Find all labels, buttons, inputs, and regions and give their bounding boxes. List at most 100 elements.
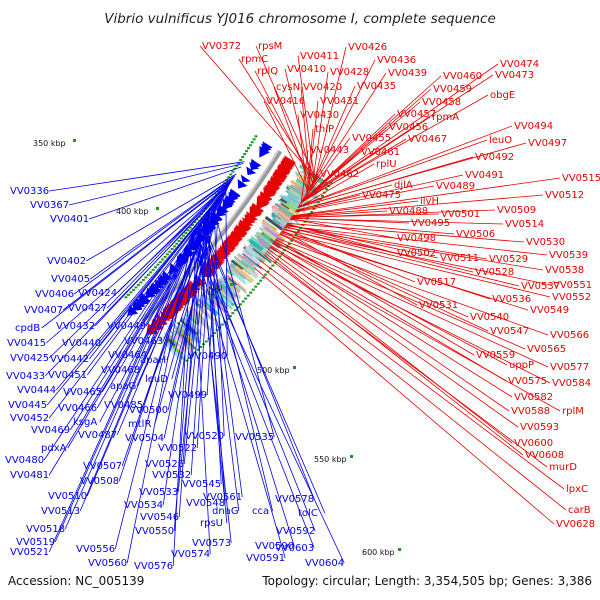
minor-tick-mark (261, 276, 265, 279)
minor-tick-mark (245, 150, 249, 153)
forward-leader-line (281, 230, 418, 306)
minor-tick-mark (320, 194, 324, 197)
forward-leader-line (273, 241, 549, 368)
reverse-gene-label: VV0603 (275, 543, 314, 554)
forward-gene-label: VV0491 (465, 170, 504, 181)
reverse-gene-label: VV0464 (108, 350, 147, 361)
minor-tick-mark (186, 229, 190, 232)
minor-tick-mark (296, 230, 300, 233)
minor-tick-mark (129, 291, 133, 294)
feature-block (236, 254, 243, 260)
forward-gene-label: VV0443 (310, 145, 349, 156)
minor-tick-mark (131, 288, 135, 291)
forward-leader-line (280, 231, 551, 298)
forward-gene-arrow (274, 170, 287, 184)
feature-block (248, 238, 264, 252)
minor-tick-mark (246, 147, 250, 150)
reverse-gene-label: VV0550 (135, 526, 174, 537)
minor-tick-mark (287, 242, 291, 245)
minor-tick-mark (239, 158, 243, 161)
forward-gene-label: cysN (276, 82, 300, 93)
forward-leader-line (295, 184, 393, 211)
reverse-gene-label: VV0442 (50, 354, 89, 365)
feature-block (272, 218, 281, 225)
feature-block (228, 266, 240, 276)
reverse-gene-label: ksgA (73, 417, 97, 428)
forward-leader-line (306, 128, 314, 195)
reverse-gene-label: leuD (145, 374, 168, 385)
feature-block (198, 297, 206, 305)
minor-tick-mark (204, 340, 208, 343)
reverse-gene-label: VV0433 (6, 371, 45, 382)
reverse-gene-arrow (230, 189, 240, 200)
forward-leader-line (302, 116, 431, 202)
reverse-gene-label: VV0535 (235, 432, 274, 443)
reverse-gene-label: VV0449 (107, 321, 146, 332)
forward-gene-label: VV0549 (530, 305, 569, 316)
reverse-gene-label: VV0532 (152, 470, 191, 481)
forward-gene-label: VV0551 (553, 280, 592, 291)
forward-gene-arrow (227, 235, 240, 248)
feature-block (264, 216, 284, 231)
minor-tick-mark (170, 248, 174, 251)
feature-block (272, 206, 293, 223)
minor-tick-mark (266, 270, 270, 273)
feature-block (203, 295, 214, 306)
reverse-leader-line (89, 166, 242, 220)
forward-leader-line (267, 248, 519, 428)
forward-gene-label: VV0600 (514, 438, 553, 449)
reverse-gene-label: pdxA (41, 443, 67, 454)
forward-leader-line (298, 156, 474, 208)
reverse-gene-arrow (246, 166, 257, 176)
forward-leader-line (307, 100, 319, 193)
minor-tick-mark (191, 223, 195, 226)
scale-tick-label: 350 kbp (33, 139, 66, 148)
forward-leader-line (238, 58, 316, 182)
forward-leader-line (311, 59, 376, 188)
minor-tick-mark (254, 135, 258, 138)
reverse-leader-line (54, 225, 198, 543)
forward-gene-label: VV0509 (497, 205, 536, 216)
forward-gene-label: carB (568, 505, 591, 516)
reverse-leader-line (85, 173, 237, 262)
forward-leader-line (283, 227, 416, 283)
feature-block (285, 202, 298, 212)
forward-gene-label: VV0497 (528, 138, 567, 149)
accession-text: Accession: NC_005139 (8, 574, 144, 588)
feature-block (294, 184, 309, 195)
feature-block (295, 179, 308, 190)
forward-leader-line (275, 238, 475, 356)
forward-leader-line (253, 266, 555, 525)
forward-gene-label: VV0431 (320, 96, 359, 107)
feature-block (262, 221, 272, 229)
reverse-gene-label: VV0534 (124, 500, 163, 511)
forward-gene-label: VV0420 (303, 82, 342, 93)
minor-tick-mark (246, 294, 250, 297)
scale-tick-label: 550 kbp (314, 455, 347, 464)
minor-tick-mark (254, 285, 258, 288)
forward-gene-label: murD (549, 462, 577, 473)
forward-leader-line (264, 252, 524, 456)
minor-tick-mark (251, 288, 255, 291)
reverse-gene-label: VV0367 (30, 200, 69, 211)
forward-gene-label: VV0512 (545, 190, 584, 201)
feature-block (254, 240, 273, 255)
reverse-leader-line (114, 227, 197, 550)
forward-gene-label: VV0495 (411, 218, 450, 229)
forward-gene-arrow (221, 243, 233, 253)
forward-leader-line (301, 137, 351, 203)
feature-block (188, 317, 197, 326)
forward-leader-line (311, 71, 329, 187)
reverse-gene-label: apaH (140, 355, 166, 366)
minor-tick-mark (185, 359, 189, 362)
feature-block (237, 253, 254, 267)
feature-block (219, 285, 229, 294)
reverse-leader-line (48, 229, 195, 553)
reverse-leader-line (178, 221, 202, 518)
forward-gene-label: VV0539 (549, 250, 588, 261)
forward-gene-label: VV0588 (511, 406, 550, 417)
reverse-leader-line (79, 220, 202, 512)
reverse-gene-label: VV0481 (10, 470, 49, 481)
forward-leader-line (291, 210, 388, 218)
reverse-gene-arrow (259, 146, 270, 157)
